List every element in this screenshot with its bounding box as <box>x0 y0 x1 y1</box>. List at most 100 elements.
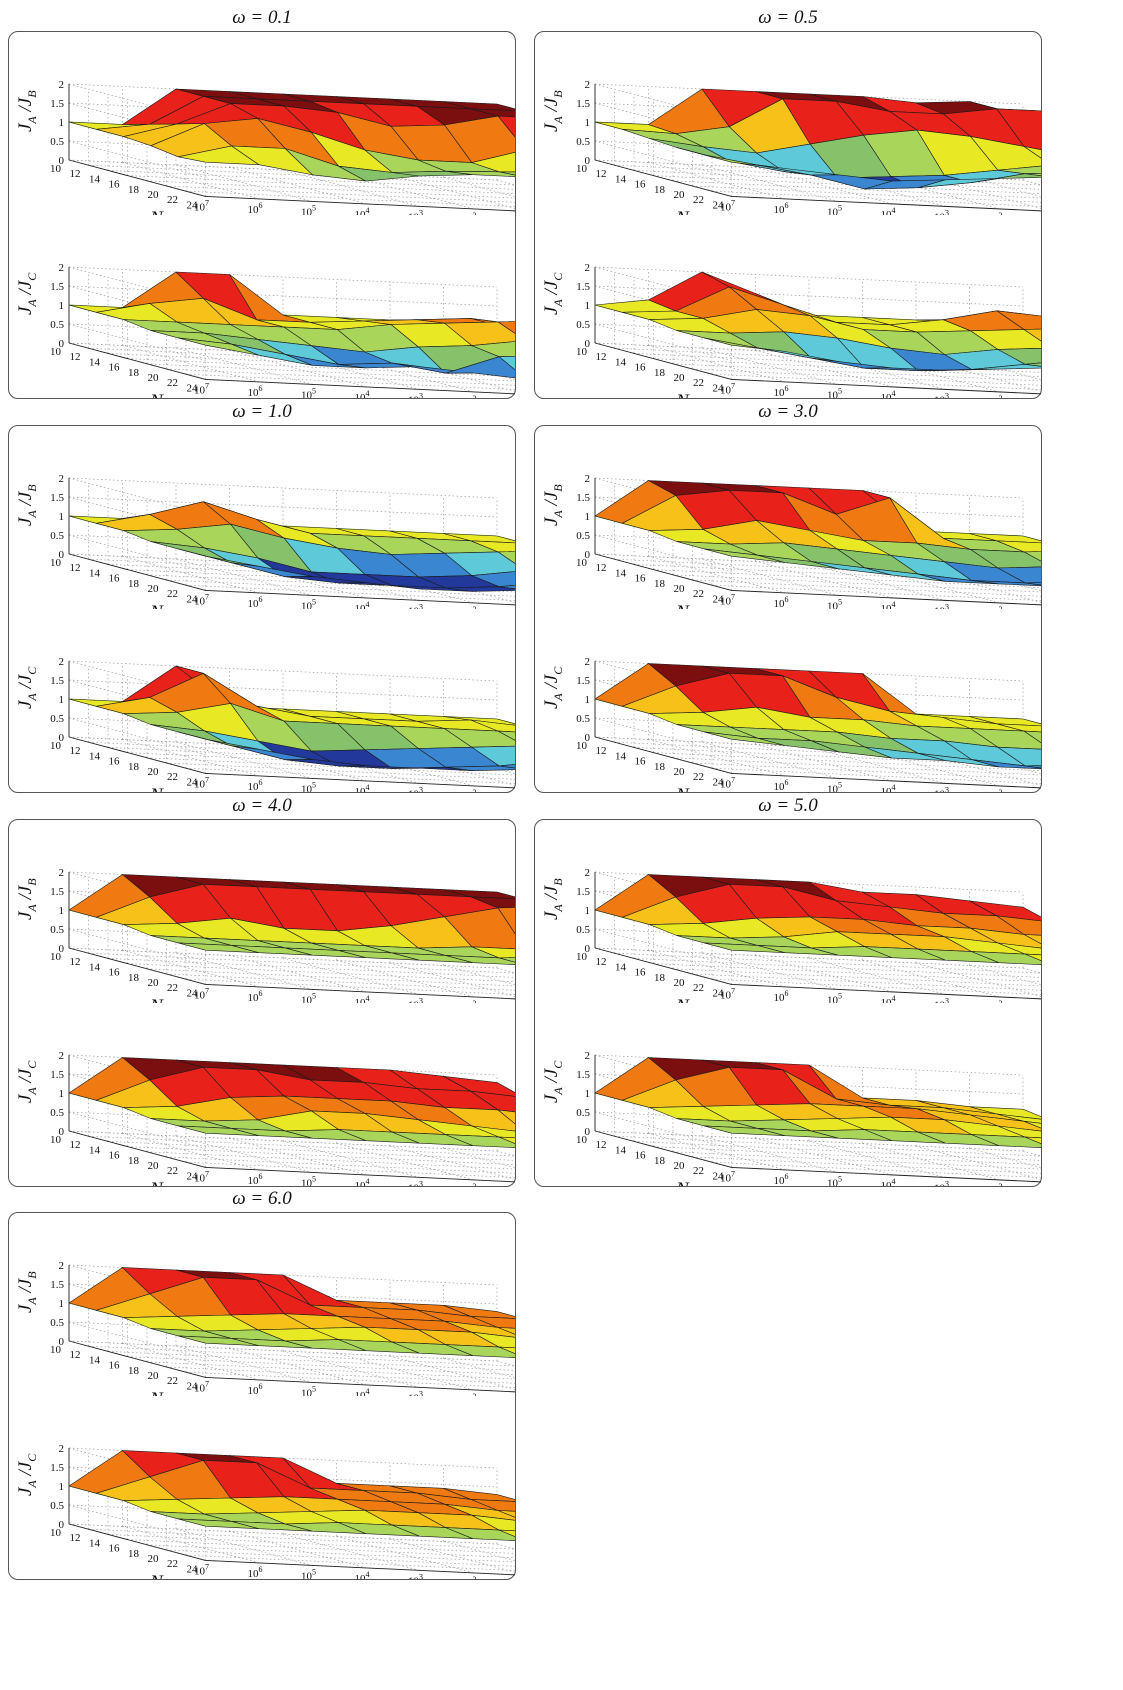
z-tick-label: 1.5 <box>50 1069 64 1081</box>
z-tick-label: 1 <box>585 117 591 129</box>
surface-patch <box>444 115 515 163</box>
surface-patch <box>470 745 515 767</box>
surface-patch <box>498 356 515 371</box>
z-tick-label: 1 <box>585 1088 591 1100</box>
z-axis-label-ab: JA /JB <box>15 484 39 526</box>
n-tick-label: 10 <box>50 1344 62 1356</box>
n-tick-label: 18 <box>128 578 140 590</box>
r-tick-label: 102 <box>988 1182 1003 1186</box>
n-tick-label: 20 <box>148 1370 160 1382</box>
n-tick-label: 24 <box>713 199 725 211</box>
r-tick-label: 107 <box>194 775 209 790</box>
n-tick-label: 10 <box>50 346 62 358</box>
n-tick-label: 18 <box>654 578 666 590</box>
r-tick-label: 102 <box>988 211 1003 215</box>
n-tick-label: 14 <box>89 750 101 762</box>
surface-patch <box>969 135 1041 171</box>
z-tick-label: 0.5 <box>576 319 590 331</box>
z-tick-label: 2 <box>59 473 65 485</box>
n-tick-label: 14 <box>89 1537 101 1549</box>
r-tick-label: 103 <box>408 1572 423 1579</box>
z-tick-label: 2 <box>585 262 591 274</box>
n-tick-label: 14 <box>615 961 627 973</box>
n-axis-label: N <box>675 996 690 1003</box>
n-tick-label: 12 <box>596 1139 607 1151</box>
r-tick-label: 103 <box>934 602 949 609</box>
r-tick-label: 103 <box>934 996 949 1003</box>
surface-patch <box>497 321 515 334</box>
r-tick-label: 103 <box>934 208 949 215</box>
surface-patch <box>1025 582 1041 586</box>
z-tick-label: 0.5 <box>576 924 590 936</box>
surface-patch <box>443 889 515 900</box>
z-tick-label: 0.5 <box>50 1317 64 1329</box>
n-axis-label: N <box>149 996 164 1003</box>
surface-patch <box>443 1107 515 1132</box>
n-tick-label: 10 <box>50 740 62 752</box>
n-tick-label: 20 <box>148 1553 160 1565</box>
n-tick-label: 14 <box>89 567 101 579</box>
n-tick-label: 16 <box>635 573 647 585</box>
surface <box>594 663 1041 770</box>
surface-patch <box>445 1134 515 1148</box>
surface-patch <box>443 728 515 748</box>
surface-patch <box>970 1114 1041 1132</box>
z-tick-label: 1 <box>59 1481 65 1493</box>
n-tick-label: 22 <box>693 1165 704 1177</box>
r-tick-label: 107 <box>720 592 735 607</box>
panel-title: ω = 1.0 <box>232 401 292 422</box>
n-tick-label: 12 <box>70 168 81 180</box>
surface-patch <box>444 1320 515 1338</box>
surface-patch <box>971 951 1041 965</box>
n-tick-label: 10 <box>576 346 588 358</box>
n-tick-label: 20 <box>148 766 160 778</box>
z-tick-label: 1 <box>59 905 65 917</box>
n-tick-label: 18 <box>654 972 666 984</box>
n-tick-label: 22 <box>167 771 178 783</box>
r-tick-label: 105 <box>301 203 316 215</box>
r-tick-label: 105 <box>301 780 316 792</box>
panel-title: ω = 6.0 <box>232 1188 292 1209</box>
surface-patch <box>997 1125 1041 1139</box>
z-axis-label-ac: JA /JC <box>15 666 39 709</box>
z-axis-label-ab: JA /JB <box>541 878 565 920</box>
surface-patch <box>996 348 1041 365</box>
surface-patch <box>996 915 1041 936</box>
r-tick-label: 106 <box>248 201 263 215</box>
n-tick-label: 22 <box>167 1558 178 1570</box>
z-tick-label: 0.5 <box>576 1107 590 1119</box>
surface-patch <box>443 1076 515 1097</box>
z-tick-label: 0 <box>585 1126 591 1138</box>
n-tick-label: 10 <box>50 951 62 963</box>
z-tick-label: 1.5 <box>50 98 64 110</box>
r-tick-label: 102 <box>988 788 1003 792</box>
z-tick-label: 2 <box>59 867 65 879</box>
surface-patch <box>1025 765 1041 769</box>
r-tick-label: 104 <box>881 783 896 792</box>
panel-title: ω = 0.5 <box>758 7 818 28</box>
r-tick-label: 102 <box>462 211 477 215</box>
panel-frame: 00.511.521012141618202224107106105104103… <box>8 31 516 399</box>
n-tick-label: 10 <box>576 951 588 963</box>
n-tick-label: 20 <box>674 189 686 201</box>
r-tick-label: 103 <box>408 1179 423 1186</box>
n-tick-label: 22 <box>167 1165 178 1177</box>
panel: ω = 5.0 0 0.5 1 1.5 2 10 12 14 16 18 20 22 24 107 106 10… <box>534 794 1042 1187</box>
z-tick-label: 0 <box>59 732 65 744</box>
r-tick-label: 104 <box>355 783 370 792</box>
n-tick-label: 12 <box>596 956 607 968</box>
r-tick-label: 107 <box>194 1379 209 1394</box>
surface <box>594 271 1041 372</box>
r-tick-label: 102 <box>462 394 477 398</box>
surface-patch <box>969 549 1041 569</box>
surface-patch <box>971 1134 1041 1148</box>
n-tick-label: 14 <box>89 1354 101 1366</box>
n-tick-label: 24 <box>713 987 725 999</box>
n-axis-label: N <box>149 1389 164 1396</box>
z-tick-label: 0.5 <box>576 136 590 148</box>
r-tick-label: 106 <box>248 595 263 609</box>
r-tick-label: 102 <box>462 999 477 1003</box>
n-tick-label: 20 <box>674 372 686 384</box>
